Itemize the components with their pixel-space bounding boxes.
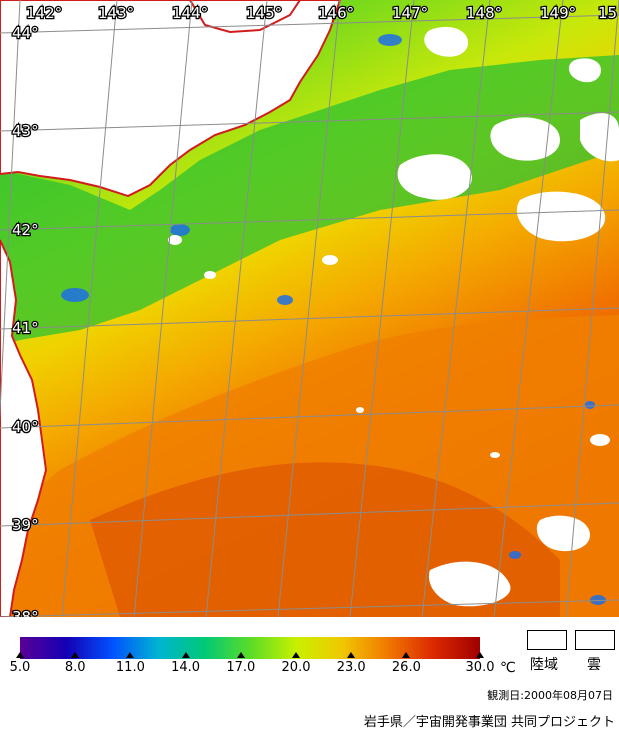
sea-surface-temperature-map: 142° 143° 144° 145° 146° 147° 148° 149° 15 44° 43… (0, 0, 619, 617)
honshu-landmass (0, 239, 48, 617)
latitude-line (0, 307, 619, 330)
longitude-label: 147° (392, 4, 428, 22)
longitude-line (61, 0, 118, 617)
colorbar-tick-mark (71, 652, 80, 658)
longitude-label: 142° (26, 4, 62, 22)
colorbar-tick-label: 20.0 (281, 660, 311, 675)
colorbar-tick-mark (476, 652, 484, 658)
longitude-line (349, 0, 415, 617)
longitude-line (421, 0, 491, 617)
latitude-line (0, 502, 619, 527)
longitude-label: 146° (318, 4, 354, 22)
land-legend-label: 陸域 (530, 657, 558, 673)
latitude-line (0, 14, 619, 34)
longitude-line (133, 0, 193, 617)
colorbar-tick-mark (126, 652, 135, 658)
temperature-colorbar (20, 637, 480, 659)
longitude-line (277, 0, 341, 617)
latitude-labels: 44° 43° 42° 41° 40° 39° 38° (11, 23, 40, 617)
latitude-label: 38° (12, 608, 39, 617)
colorbar-tick-mark (402, 652, 411, 658)
latitude-label: 43° (12, 122, 39, 140)
colorbar-tick-label: 23.0 (336, 660, 366, 675)
colorbar-tick-mark (16, 652, 24, 658)
observation-date: 観測日:2000年08月07日 (487, 689, 613, 702)
latitude-label: 39° (12, 516, 39, 534)
longitude-label: 144° (172, 4, 208, 22)
hokkaido-landmass (0, 0, 342, 198)
longitude-label: 148° (466, 4, 502, 22)
colorbar-tick-label: 14.0 (171, 660, 201, 675)
cloud-legend-swatch (575, 630, 615, 650)
longitude-line (0, 0, 21, 422)
latitude-label: 40° (12, 418, 39, 436)
colorbar-tick-mark (236, 652, 245, 658)
longitude-label: 15 (598, 4, 617, 22)
colorbar-tick-label: 26.0 (391, 660, 421, 675)
longitude-label: 145° (246, 4, 282, 22)
longitude-line (205, 0, 268, 617)
latitude-line (0, 209, 619, 231)
kuril-landmass (188, 0, 302, 34)
cloud-areas (168, 26, 619, 607)
colorbar-tick-label: 5.0 (9, 660, 31, 675)
longitude-labels: 142° 143° 144° 145° 146° 147° 148° 149° 15 (25, 3, 619, 24)
latitude-line (0, 111, 619, 132)
colorbar-tick-mark (181, 652, 190, 658)
colorbar-tick-label: 8.0 (64, 660, 86, 675)
longitude-label: 143° (98, 4, 134, 22)
colorbar-tick-label: 17.0 (226, 660, 256, 675)
colorbar-tick-mark (292, 652, 300, 658)
cold-water-patches (61, 34, 606, 605)
latitude-label: 42° (12, 221, 39, 239)
graticule (0, 0, 619, 617)
latitude-label: 41° (12, 319, 39, 337)
latitude-label: 44° (12, 24, 39, 42)
latitude-line (0, 404, 619, 429)
cool-water-region (0, 55, 619, 345)
colorbar-tick-label: 30.0 (465, 660, 495, 675)
land-areas (0, 0, 342, 617)
land-legend-swatch (527, 630, 567, 650)
colorbar-tick-mark (347, 652, 356, 658)
longitude-line (493, 0, 564, 617)
temperature-unit: ℃ (500, 660, 516, 676)
project-credit: 岩手県／宇宙開発事業団 共同プロジェクト (363, 715, 615, 730)
colorbar-tick-label: 11.0 (115, 660, 145, 675)
cloud-legend-label: 雲 (587, 657, 601, 673)
latitude-line (0, 599, 619, 617)
longitude-label: 149° (540, 4, 576, 22)
